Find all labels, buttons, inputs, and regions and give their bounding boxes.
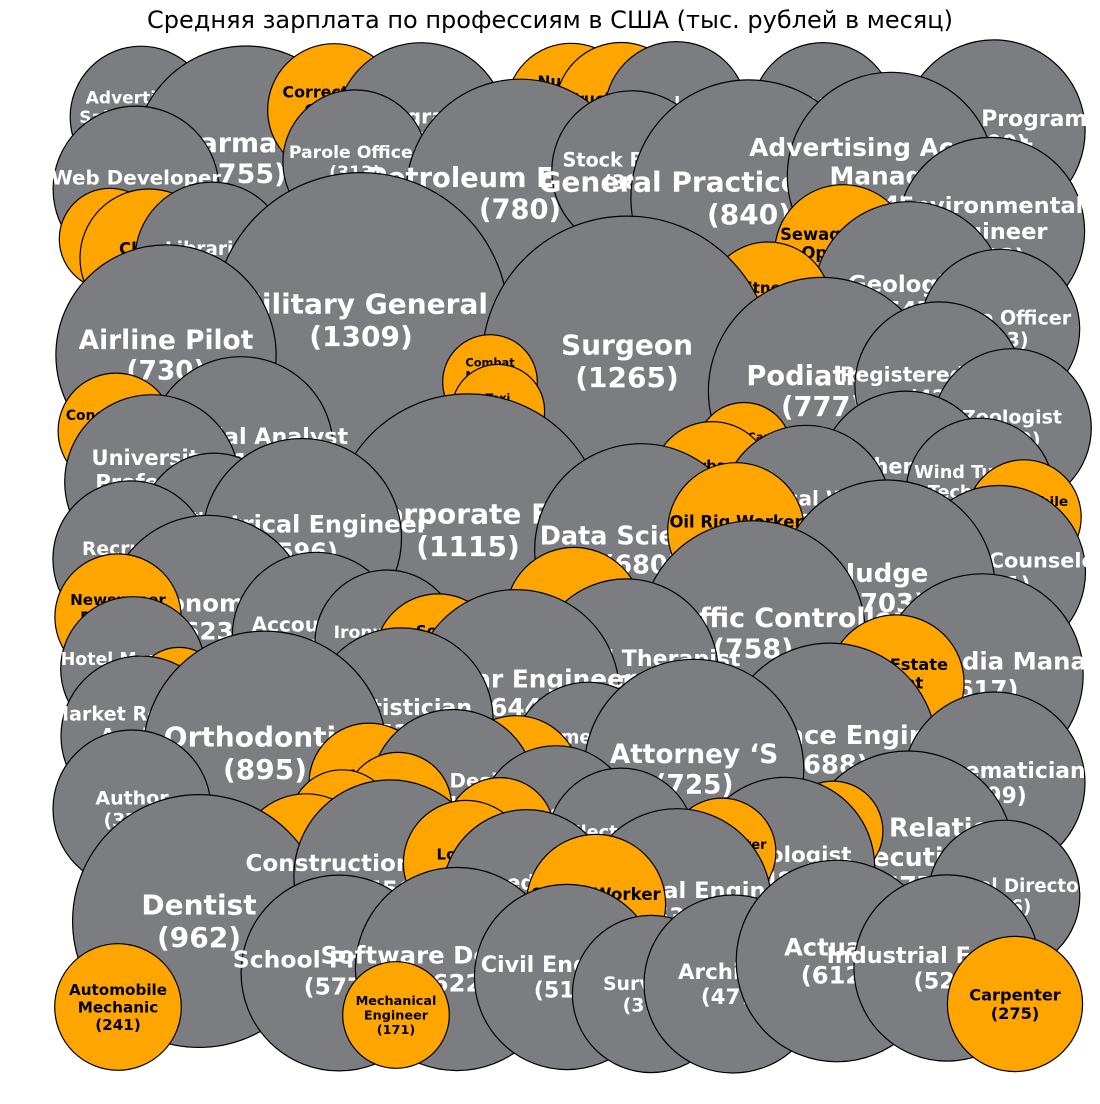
bubble-value: (171) — [377, 1023, 415, 1038]
bubble-label: Airline Pilot (730) — [79, 325, 254, 386]
bubble-circle — [946, 935, 1084, 1073]
bubble-name-line: Dentist — [141, 889, 256, 922]
bubble-circle — [54, 943, 182, 1071]
bubble-name-line: Engineer — [364, 1009, 429, 1024]
bubble-mechanical-engineer: Mechanical Engineer (171) — [342, 961, 450, 1069]
bubble-value: (1309) — [309, 320, 413, 353]
bubble-label: Dentist (962) — [141, 889, 256, 954]
bubble-name-line: Mechanic — [78, 998, 159, 1016]
bubble-name-line: Parole Officer — [289, 143, 422, 163]
bubble-label: Automobile Mechanic (241) — [69, 981, 167, 1034]
bubble-carpenter: Carpenter (275) — [946, 935, 1084, 1073]
bubble-name-line: Military General — [234, 288, 488, 321]
bubble-label: Mechanical Engineer (171) — [356, 994, 437, 1038]
bubble-name-line: Airline Pilot — [79, 325, 254, 356]
bubble-value: (962) — [157, 921, 241, 954]
bubble-circle — [342, 961, 450, 1069]
bubble-value: (780) — [479, 194, 561, 225]
bubble-name-line: Carpenter — [969, 985, 1061, 1004]
bubble-value: (840) — [707, 198, 791, 231]
bubble-name-line: Surgeon — [561, 329, 693, 362]
bubble-name-line: Mechanical — [356, 994, 437, 1009]
bubble-value: (1265) — [575, 361, 679, 394]
bubble-value: (895) — [223, 753, 307, 786]
chart-title: Средняя зарплата по профессиям в США (ты… — [147, 6, 953, 34]
bubble-value: (1115) — [416, 530, 520, 563]
bubble-name-line: Web Developer — [51, 167, 222, 190]
bubble-value: (241) — [95, 1016, 141, 1034]
bubble-label: Surgeon (1265) — [561, 329, 693, 394]
bubble-label: Military General (1309) — [234, 288, 488, 353]
bubble-value: (275) — [991, 1004, 1040, 1023]
bubble-name-line: Judge — [844, 559, 929, 589]
bubble-automobile-mechanic: Automobile Mechanic (241) — [54, 943, 182, 1071]
bubble-name-line: Automobile — [69, 981, 167, 999]
bubble-label: Carpenter (275) — [969, 985, 1061, 1023]
bubble-label: Orthodontist (895) — [164, 721, 366, 786]
bubble-name-line: Attorney ‘S — [610, 740, 778, 770]
